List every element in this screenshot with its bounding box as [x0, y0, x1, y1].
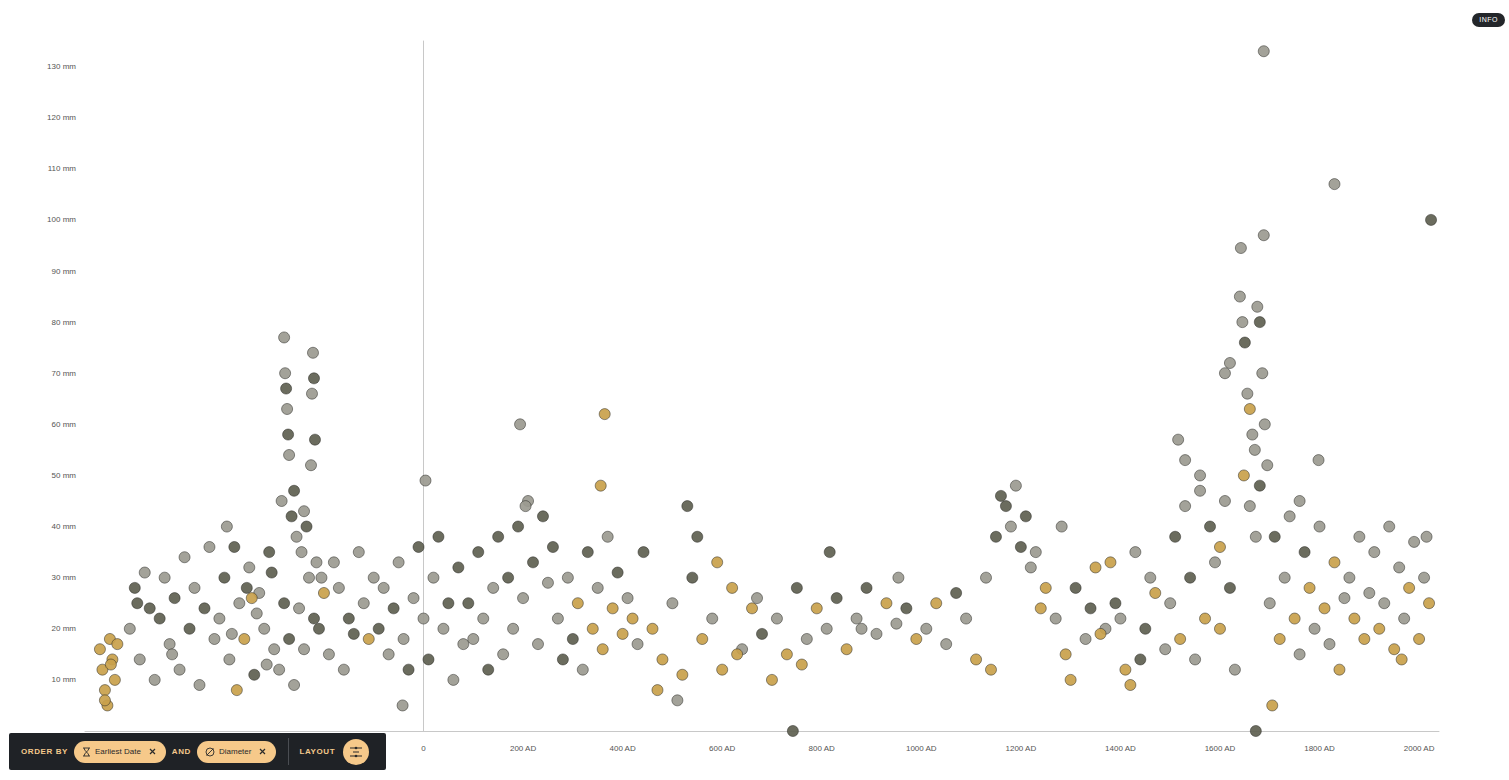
svg-text:120 mm: 120 mm	[47, 113, 76, 122]
svg-text:90 mm: 90 mm	[52, 267, 77, 276]
svg-text:1800 AD: 1800 AD	[1304, 744, 1335, 753]
svg-text:200 AD: 200 AD	[510, 744, 536, 753]
svg-text:110 mm: 110 mm	[48, 164, 77, 173]
html-text:INFO: INFO	[1479, 16, 1498, 23]
svg-text:20 mm: 20 mm	[52, 624, 77, 633]
svg-text:1400 AD: 1400 AD	[1105, 744, 1136, 753]
svg-text:600 AD: 600 AD	[709, 744, 735, 753]
svg-text:40 mm: 40 mm	[52, 522, 77, 531]
svg-text:30 mm: 30 mm	[52, 573, 77, 582]
svg-text:50 mm: 50 mm	[52, 471, 77, 480]
html-text:AND: AND	[171, 747, 191, 756]
svg-text:100 mm: 100 mm	[47, 215, 76, 224]
svg-text:0: 0	[421, 744, 426, 753]
svg-text:10 mm: 10 mm	[52, 675, 77, 684]
svg-text:80 mm: 80 mm	[52, 318, 77, 327]
html-text:LAYOUT: LAYOUT	[299, 747, 336, 756]
svg-text:400 AD: 400 AD	[609, 744, 635, 753]
svg-text:60 mm: 60 mm	[52, 420, 77, 429]
svg-text:130 mm: 130 mm	[47, 62, 76, 71]
svg-text:1600 AD: 1600 AD	[1205, 744, 1236, 753]
svg-text:1000 AD: 1000 AD	[906, 744, 937, 753]
html-text:Earliest Date: Earliest Date	[95, 747, 141, 756]
html-text:Diameter: Diameter	[219, 747, 252, 756]
svg-text:2000 AD: 2000 AD	[1404, 744, 1435, 753]
html-text:ORDER BY: ORDER BY	[21, 747, 68, 756]
svg-text:800 AD: 800 AD	[809, 744, 835, 753]
svg-text:70 mm: 70 mm	[52, 369, 77, 378]
svg-text:1200 AD: 1200 AD	[1006, 744, 1037, 753]
